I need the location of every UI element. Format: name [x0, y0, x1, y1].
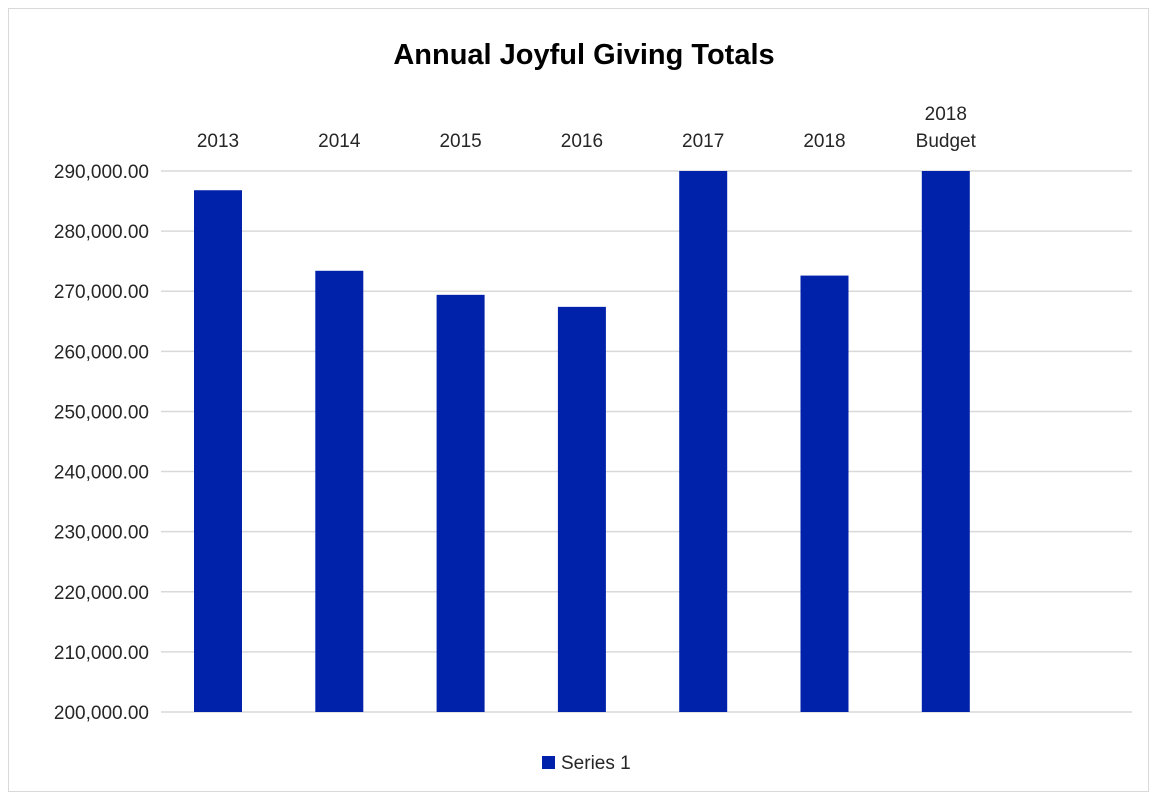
bar-chart: Annual Joyful Giving Totals 200,000.00 21…: [54, 39, 1132, 774]
chart-title: Annual Joyful Giving Totals: [393, 39, 774, 71]
category-label: 2014: [318, 131, 361, 152]
legend-swatch-series-1: [542, 756, 555, 769]
y-tick-label: 220,000.00: [54, 583, 149, 604]
chart-frame: Annual Joyful Giving Totals 200,000.00 21…: [8, 8, 1149, 792]
legend: Series 1: [542, 753, 631, 774]
category-label: 2015: [439, 131, 481, 152]
y-tick-label: 250,000.00: [54, 402, 149, 423]
bar-2018-budget: [921, 171, 970, 712]
category-label: 2018: [803, 131, 845, 152]
y-axis-ticks: 200,000.00 210,000.00 220,000.00 230,000.00…: [54, 162, 149, 724]
y-tick-label: 280,000.00: [54, 222, 149, 243]
category-label: 2016: [561, 131, 603, 152]
y-tick-label: 270,000.00: [54, 282, 149, 303]
category-label: 2017: [682, 131, 724, 152]
y-tick-label: 240,000.00: [54, 463, 149, 484]
y-tick-label: 210,000.00: [54, 643, 149, 664]
bar-2013: [194, 190, 242, 713]
y-tick-label: 260,000.00: [54, 342, 149, 363]
category-label: Budget: [916, 131, 977, 152]
category-label: 2018: [925, 104, 967, 125]
y-tick-label: 200,000.00: [54, 703, 149, 724]
bar-2015: [436, 294, 485, 712]
bars: [194, 171, 970, 713]
bar-2017: [679, 171, 728, 712]
gridlines: [161, 170, 1132, 713]
legend-label-series-1: Series 1: [561, 753, 631, 774]
bar-2018: [800, 275, 849, 712]
category-label: 2013: [197, 131, 239, 152]
bar-2016: [557, 306, 606, 712]
category-labels: 2013 2014 2015 2016 2017 2018 2018 Budget: [197, 104, 977, 152]
y-tick-label: 290,000.00: [54, 162, 149, 183]
bar-2014: [315, 270, 364, 712]
y-tick-label: 230,000.00: [54, 523, 149, 544]
